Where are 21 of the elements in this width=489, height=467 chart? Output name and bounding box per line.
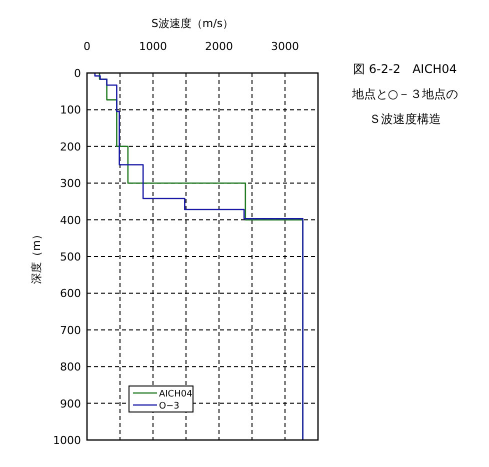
y-tick-label: 300 <box>60 177 81 190</box>
legend-label: AICH04 <box>159 390 193 400</box>
y-tick-label: 600 <box>60 287 81 300</box>
y-tick-label: 1000 <box>53 434 81 447</box>
text: 地点と○－３地点のＳ波速度構造 <box>350 87 458 126</box>
y-tick-label: 700 <box>60 324 81 337</box>
y-tick-label: 400 <box>60 214 81 227</box>
y-tick-label: 800 <box>60 360 81 374</box>
x-tick-label: 2000 <box>205 40 233 53</box>
y-tick-label: 100 <box>60 104 81 117</box>
x-tick-label: 0 <box>84 40 90 53</box>
x-tick-label: 3000 <box>271 40 299 53</box>
x-axis-title: S波速度（m/s） <box>151 17 234 30</box>
y-axis-title: 深度（m） <box>30 229 43 284</box>
y-tick-label: 900 <box>60 397 81 410</box>
y-tick-label: 200 <box>60 140 81 154</box>
y-tick-label: 500 <box>60 250 81 264</box>
text: 図 6-2-2 AICH04 <box>353 62 457 76</box>
x-tick-label: 1000 <box>139 40 167 53</box>
legend-label: O−3 <box>159 402 180 412</box>
y-tick-label: 0 <box>74 67 81 80</box>
